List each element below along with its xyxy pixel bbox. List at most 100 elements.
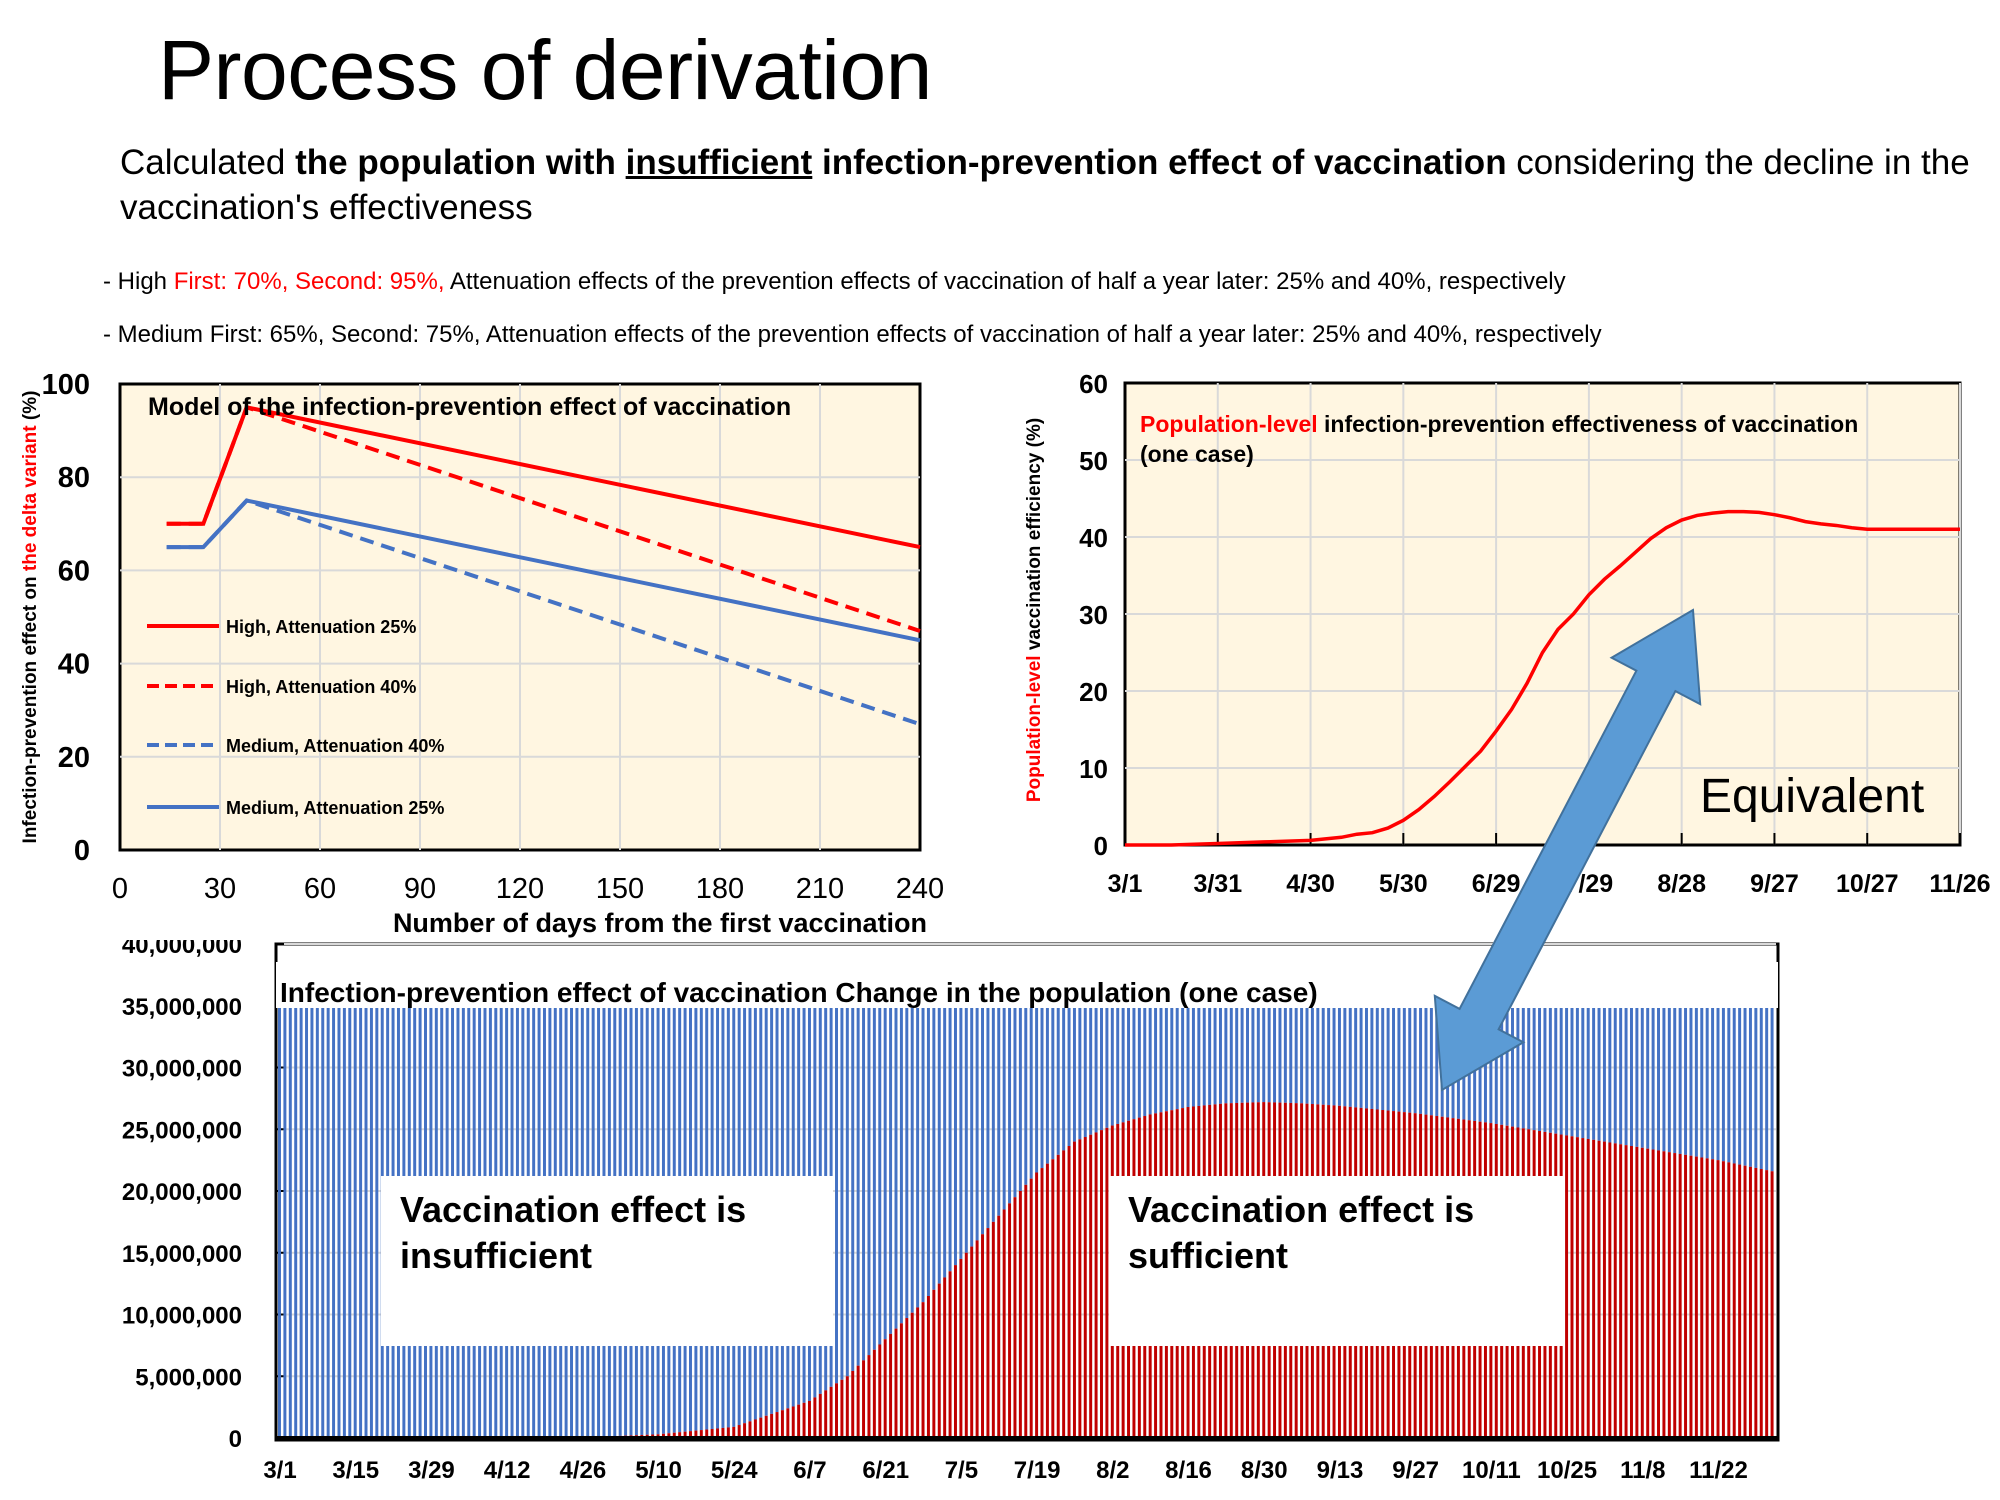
population-change-bar-day-137: [1018, 995, 1022, 1438]
population-change-chart: Infection-prevention effect of vaccinati…: [122, 940, 1780, 1484]
population-change-x-tick-label: 6/7: [793, 1457, 826, 1484]
insufficient-bar-segment: [1040, 995, 1044, 1169]
model-y-tick-label: 20: [58, 742, 90, 774]
sufficient-bar-segment: [1024, 1184, 1028, 1438]
population-change-y-tick-label: 0: [229, 1426, 242, 1453]
insufficient-bar-segment: [1094, 995, 1098, 1133]
sufficient-bar-segment: [1732, 1163, 1736, 1438]
insufficient-bar-segment: [997, 995, 1001, 1216]
insufficient-bar-segment: [1240, 995, 1244, 1103]
insufficient-bar-segment: [326, 995, 330, 1438]
population-change-x-tick-label: 4/12: [484, 1457, 531, 1484]
sufficient-bar-segment: [1624, 1145, 1628, 1438]
insufficient-bar-segment: [1392, 995, 1396, 1112]
insufficient-bar-segment: [342, 995, 346, 1438]
population-change-bar-day-7: [315, 995, 319, 1438]
sufficient-bar-segment: [1602, 1141, 1606, 1438]
sufficient-bar-segment: [753, 1419, 757, 1438]
population-change-x-ticks: 3/1 3/15 3/29 4/12 4/26 5/10 5/24 6/7 6/21 7/5 7/1…: [263, 1457, 1748, 1484]
population-change-bar-day-257: [1667, 995, 1671, 1438]
subtitle: Calculated the population with insuffici…: [120, 140, 1980, 230]
population-change-bar-day-251: [1635, 995, 1639, 1438]
population-level-title-line-2: (one case): [1140, 441, 1254, 467]
population-change-bar-day-17: [369, 995, 373, 1438]
model-legend-item: Medium, Attenuation 40%: [147, 736, 444, 756]
sufficient-bar-segment: [932, 1289, 936, 1438]
population-change-bar-day-105: [845, 995, 849, 1438]
insufficient-bar-segment: [1013, 995, 1017, 1198]
sufficient-bar-segment: [829, 1386, 833, 1438]
sufficient-bar-segment: [764, 1415, 768, 1438]
population-level-title: Population-level infection-prevention ef…: [1140, 411, 1858, 437]
sufficient-bar-segment: [1684, 1154, 1688, 1438]
population-change-bar-day-14: [353, 995, 357, 1438]
insufficient-bar-segment: [1473, 995, 1477, 1121]
population-change-bar-day-132: [991, 995, 995, 1438]
population-level-title-part-2: infection-prevention effectiveness of va…: [1318, 411, 1859, 437]
population-change-bar-day-6: [310, 995, 314, 1438]
sufficient-bar-segment: [1575, 1137, 1579, 1438]
population-change-bar-day-124: [948, 995, 952, 1438]
sufficient-bar-segment: [883, 1339, 887, 1438]
population-change-bar-day-103: [835, 995, 838, 1438]
sufficient-bar-segment: [1678, 1153, 1682, 1438]
sufficient-bar-segment: [851, 1370, 855, 1438]
insufficient-bar-segment: [1148, 995, 1152, 1115]
population-change-bar-day-147: [1072, 995, 1076, 1438]
insufficient-bar-segment: [1348, 995, 1352, 1107]
insufficient-bar-segment: [1462, 995, 1466, 1120]
population-level-x-tick-label: 5/30: [1379, 870, 1428, 898]
bullet-high-rest: Attenuation effects of the prevention ef…: [444, 268, 1566, 295]
insufficient-bar-segment: [1116, 995, 1120, 1124]
sufficient-bar-segment: [1743, 1165, 1747, 1438]
population-change-bar-day-129: [975, 995, 979, 1438]
population-change-bar-day-252: [1640, 995, 1644, 1438]
insufficient-bar-segment: [1056, 995, 1060, 1155]
insufficient-bar-segment: [288, 995, 292, 1438]
insufficient-bar-segment: [294, 995, 298, 1438]
population-change-bar-day-114: [894, 995, 898, 1438]
insufficient-bar-segment: [851, 995, 855, 1371]
population-change-bar-day-150: [1089, 995, 1093, 1438]
sufficient-bar-segment: [1689, 1155, 1693, 1438]
model-chart: Model of the infection-prevention effect…: [20, 369, 944, 938]
insufficient-bar-segment: [1229, 995, 1233, 1104]
sufficient-bar-segment: [1721, 1161, 1725, 1438]
population-change-x-tick-label: 8/2: [1096, 1457, 1129, 1484]
sufficient-bar-segment: [1711, 1159, 1715, 1438]
sufficient-bar-segment: [1062, 1150, 1066, 1438]
sufficient-bar-segment: [840, 1379, 844, 1438]
insufficient-bar-segment: [375, 995, 379, 1438]
population-change-bar-day-255: [1657, 995, 1660, 1438]
insufficient-bar-segment: [1581, 995, 1585, 1139]
sufficient-bar-segment: [699, 1430, 703, 1438]
population-change-bar-day-3: [294, 995, 298, 1438]
population-level-y-tick-label: 20: [1079, 677, 1108, 707]
insufficient-bar-segment: [1694, 995, 1698, 1157]
insufficient-bar-segment: [1251, 995, 1255, 1103]
population-change-bar-day-143: [1051, 995, 1055, 1438]
insufficient-bar-segment: [1008, 995, 1012, 1204]
sufficient-bar-segment: [732, 1426, 736, 1438]
insufficient-bar-segment: [1359, 995, 1363, 1108]
model-x-tick-label: 120: [496, 873, 544, 905]
population-change-bar-day-261: [1689, 995, 1693, 1438]
insufficient-bar-segment: [932, 995, 936, 1290]
sufficient-bar-segment: [716, 1428, 720, 1438]
population-level-y-tick-label: 60: [1079, 369, 1108, 399]
insufficient-bar-segment: [1354, 995, 1358, 1108]
bullet-high-highlight: First: 70%, Second: 95%,: [173, 268, 445, 295]
bullet-medium: - Medium First: 65%, Second: 75%, Attenu…: [103, 321, 1602, 349]
insufficient-bar-segment: [369, 995, 373, 1438]
population-change-bar-day-121: [932, 995, 936, 1438]
sufficient-bar-segment: [1083, 1137, 1087, 1438]
population-change-bar-day-15: [359, 995, 363, 1438]
insufficient-bar-segment: [1105, 995, 1109, 1128]
insufficient-bar-segment: [1175, 995, 1179, 1110]
sufficient-label-line-1: Vaccination effect is: [1128, 1189, 1474, 1230]
insufficient-bar-segment: [1770, 995, 1774, 1172]
insufficient-bar-segment: [1608, 995, 1612, 1143]
sufficient-bar-segment: [894, 1328, 898, 1438]
population-change-bar-day-258: [1673, 995, 1677, 1438]
population-change-bar-day-139: [1029, 995, 1033, 1438]
